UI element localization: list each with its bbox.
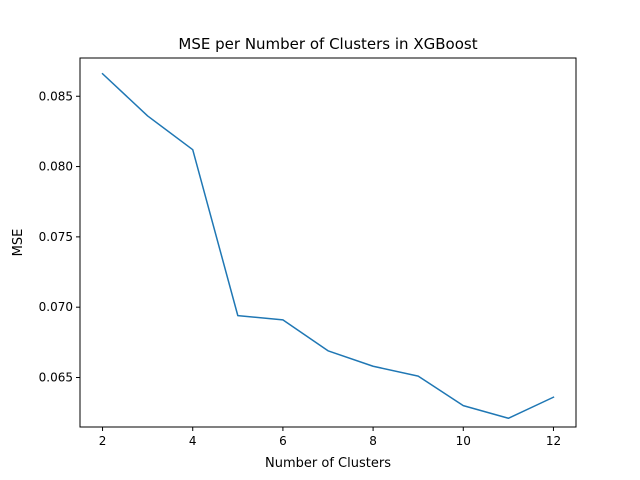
y-tick-label: 0.080 (39, 160, 73, 174)
y-tick-label: 0.075 (39, 230, 73, 244)
x-tick-label: 4 (189, 434, 197, 448)
chart-title: MSE per Number of Clusters in XGBoost (178, 35, 477, 53)
y-tick-label: 0.070 (39, 300, 73, 314)
plot-area (80, 58, 576, 427)
series-layer (101, 72, 555, 420)
ticks-layer: 2 4 6 8 10 12 0.065 0.070 0.075 0.080 0.085 (39, 89, 561, 448)
x-axis-label: Number of Clusters (265, 456, 391, 471)
y-tick-label: 0.065 (39, 371, 73, 385)
y-tick-label: 0.085 (39, 89, 73, 103)
x-tick-label: 8 (369, 434, 377, 448)
x-tick-label: 12 (546, 434, 561, 448)
axes-frame (79, 57, 577, 428)
x-tick-label: 10 (456, 434, 471, 448)
x-tick-label: 2 (99, 434, 107, 448)
y-axis-label: MSE (11, 229, 26, 257)
x-tick-label: 6 (279, 434, 287, 448)
